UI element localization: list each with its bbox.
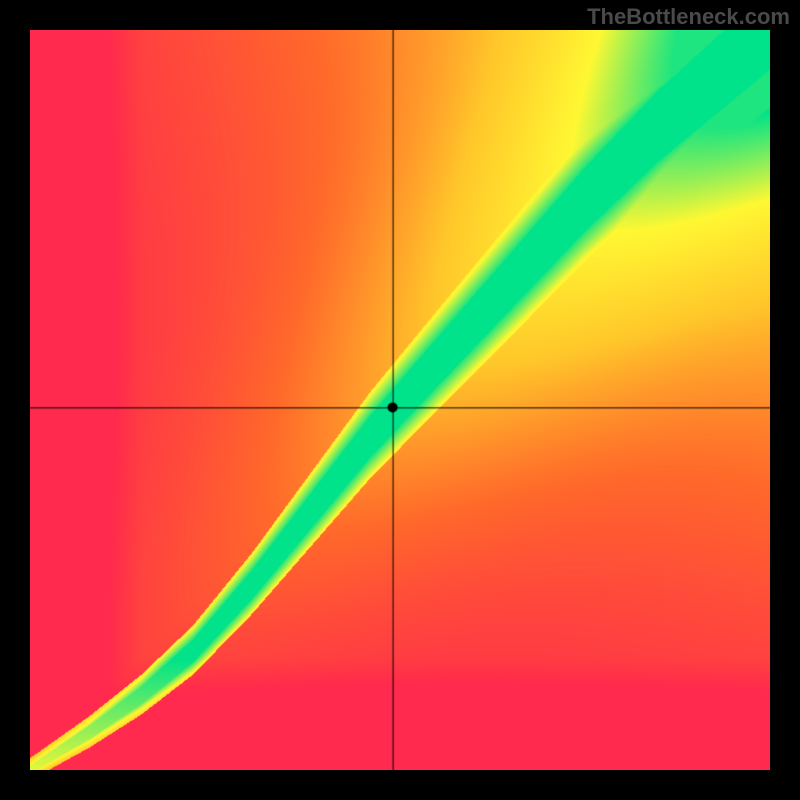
attribution-text: TheBottleneck.com: [587, 4, 790, 30]
chart-container: { "attribution": "TheBottleneck.com", "c…: [0, 0, 800, 800]
outer-frame: TheBottleneck.com: [0, 0, 800, 800]
plot-area: [30, 30, 770, 770]
heatmap-canvas: [30, 30, 770, 770]
